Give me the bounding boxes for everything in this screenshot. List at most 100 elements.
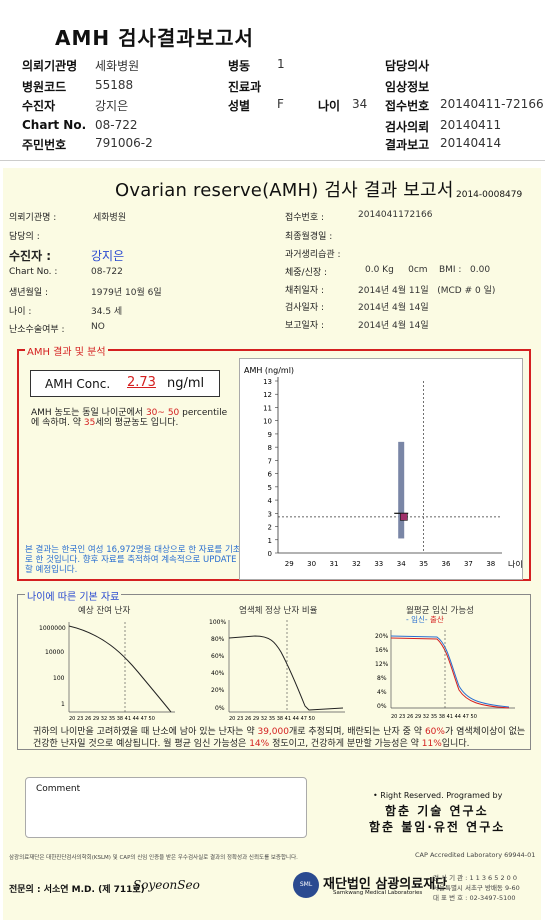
x-tick-label: 36 (442, 560, 451, 568)
y-tick-label: 40% (211, 670, 225, 677)
header-value: 55188 (95, 78, 134, 92)
info-value: 2014년 4월 11일 (MCD # 0 일) (358, 286, 496, 296)
basic-summary: 귀하의 나이만을 고려하였을 때 난소에 남아 있는 난자는 약 39,000개… (33, 726, 527, 750)
header-label: 진료과 (228, 80, 262, 94)
report-title: Ovarian reserve(AMH) 검사 결과 보고서 (115, 180, 454, 201)
amh-conc-unit: ng/ml (167, 376, 205, 391)
info-label: 수진자 : (9, 249, 52, 263)
x-tick-label: 30 (307, 560, 316, 568)
amh-chart-frame: AMH (ng/ml) 0 1 2 3 4 5 6 7 8 9 10 11 12 13 29 30 31 32 33 3… (239, 358, 523, 580)
remaining-eggs-chart: 1000000 10000 100 1 20 23 26 29 32 35 38… (39, 622, 175, 722)
y-tick-label: 100 (53, 675, 65, 682)
normal-egg-percent: 60% (424, 727, 445, 737)
panel-title: 월평균 임신 가능성 (406, 606, 474, 616)
sml-logo-icon: SML (293, 872, 319, 898)
y-tick-label: 0% (377, 703, 387, 710)
header-value: 1 (277, 57, 285, 71)
x-tick-label: 35 (419, 560, 428, 568)
text: 세의 평균농도 입니다. (95, 418, 179, 428)
y-tick-label: 1000000 (39, 625, 66, 632)
header-label: 나이 (318, 99, 341, 113)
panel-legend: - 임신- 출산 (406, 614, 444, 625)
amh-conc-label: AMH Conc. (45, 377, 111, 391)
lab-code: 검 사 기 관 : 1 1 3 6 5 2 0 0 (433, 874, 517, 882)
y-tick-label: 20% (211, 687, 225, 694)
info-value: 08-722 (91, 267, 123, 277)
x-tick-labels: 20 23 26 29 32 35 38 41 44 47 50 (69, 716, 155, 722)
info-label: 난소수술여부 : (9, 325, 65, 335)
y-tick-label: 13 (263, 378, 272, 386)
info-label: 담당의 : (9, 232, 40, 242)
y-tick-label: 10 (263, 418, 272, 426)
info-value: 201404117216​6 (358, 210, 433, 220)
panel-title: 염색체 정상 난자 비율 (239, 606, 318, 616)
header-value: 791006-2 (95, 136, 153, 150)
y-tick-label: 6 (268, 471, 273, 479)
header-label: 주민번호 (22, 138, 67, 152)
legend-pregnancy: - 임신- (406, 615, 428, 624)
doctor-name: 전문의 : 서소연 M.D. (제 711호) (9, 885, 145, 895)
y-tick-label: 12% (375, 661, 389, 668)
text: 개로 추정되며, 배란되는 난자 중 약 (288, 727, 423, 737)
data-basis-note: 본 결과는 한국인 여성 16,972명을 대상으로 한 자료를 기초로 한 것… (25, 545, 241, 575)
x-tick-label: 32 (352, 560, 361, 568)
rights-text: • Right Reserved. Programed by (373, 791, 503, 800)
remaining-eggs-curve (68, 625, 172, 713)
pregnancy-curve (390, 635, 510, 708)
birth-curve (390, 637, 510, 709)
text: AMH 농도는 동일 나이군에서 (31, 408, 144, 418)
header-value: 20140414 (440, 136, 502, 150)
certification-text: 삼광의료재단은 대한진단검사의학회(KSLM) 및 CAP의 신임 인증을 받은… (9, 855, 298, 861)
text: percentile에 속하며. 약 (31, 408, 228, 428)
info-label: 생년월일 : (9, 288, 49, 298)
pregnancy-percent: 14% (249, 739, 270, 749)
y-tick-label: 100% (209, 619, 226, 626)
info-label: Chart No. : (9, 267, 58, 277)
text: 귀하의 나이만을 고려하였을 때 난소에 남아 있는 난자는 약 (33, 727, 255, 737)
x-tick-label: 33 (374, 560, 383, 568)
amh-conc-value: 2.73 (127, 375, 156, 390)
y-tick-label: 16% (375, 647, 389, 654)
info-value: 1979년 10월 6일 (91, 288, 162, 298)
y-tick-label: 20% (375, 633, 389, 640)
percentile-text: AMH 농도는 동일 나이군에서 30~ 50 percentile에 속하며.… (31, 408, 231, 428)
header-label: 성별 (228, 99, 251, 113)
average-age: 35 (83, 418, 96, 428)
normal-ratio-curve (228, 635, 344, 711)
report-header-title: AMH 검사결과보고서 (55, 26, 254, 50)
normal-egg-ratio-chart: 100% 80% 60% 40% 20% 0% 20 23 26 29 32 3… (209, 619, 345, 722)
y-tick-label: 80% (211, 636, 225, 643)
header-label: 병원코드 (22, 80, 67, 94)
header-label: Chart No. (22, 118, 87, 132)
y-tick-label: 2 (268, 524, 272, 532)
pregnancy-chance-chart: 20% 16% 12% 8% 4% 0% 20 23 26 29 32 35 3… (375, 630, 515, 720)
report-sheet: Ovarian reserve(AMH) 검사 결과 보고서 2014-0008… (3, 168, 541, 920)
info-label: 검사일자 : (285, 303, 325, 313)
cap-accreditation: CAP Accredited Laboratory 69944-01 (415, 851, 536, 859)
header-label: 검사의뢰 (385, 120, 430, 134)
x-axis-label: 나이 (508, 559, 523, 569)
y-tick-label: 4 (268, 497, 273, 505)
x-tick-labels: 20 23 26 29 32 35 38 41 44 47 50 (229, 716, 315, 722)
percentile-low: 30 (145, 408, 158, 418)
info-value: 34.5 세 (91, 307, 123, 317)
info-label: 접수번호 : (285, 213, 325, 223)
header-label: 수진자 (22, 99, 56, 113)
percentile-sep: ~ (157, 408, 165, 418)
y-tick-label: 5 (268, 484, 272, 492)
info-value: 세화병원 (93, 213, 127, 223)
header-label: 접수번호 (385, 99, 430, 113)
y-tick-label: 4% (377, 689, 387, 696)
org-tech-lab: 함춘 기술 연구소 (385, 804, 489, 818)
comment-box: Comment (25, 777, 307, 838)
y-tick-label: 0 (268, 550, 272, 558)
info-label: 과거생리습관 : (285, 250, 341, 260)
patient-name: 강지은 (91, 249, 125, 263)
y-tick-label: 11 (263, 404, 272, 412)
header-value: 세화병원 (95, 59, 140, 73)
y-tick-label: 0% (215, 705, 225, 712)
basic-data-box (17, 594, 531, 750)
birth-percent: 11% (421, 739, 442, 749)
header-value: 20140411-72166 (440, 97, 544, 111)
